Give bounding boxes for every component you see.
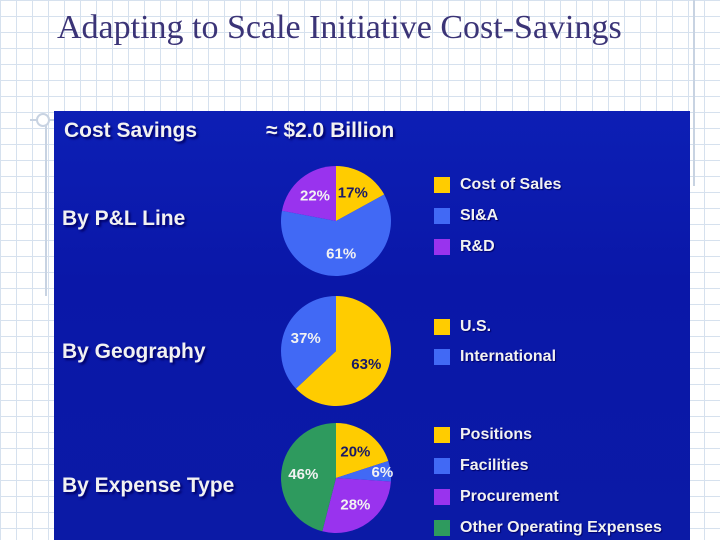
row-label-geography: By Geography — [62, 340, 206, 363]
pie-label-facilities: 6% — [372, 464, 394, 481]
legend-label: SI&A — [460, 207, 499, 224]
legend-label: Cost of Sales — [460, 176, 562, 193]
pie-slice-procurement — [322, 478, 391, 533]
row-label-expense-type: By Expense Type — [62, 474, 235, 497]
legend-swatch — [434, 349, 450, 365]
slide-title: Adapting to Scale Initiative Cost-Saving… — [57, 9, 622, 46]
panel-header-right: ≈ $2.0 Billion — [266, 119, 395, 142]
pie-slice-cost-of-sales — [336, 166, 385, 221]
legend-item-r-d: R&D — [434, 237, 495, 257]
panel-header-left: Cost Savings — [64, 119, 198, 142]
legend-label: R&D — [460, 238, 495, 255]
chart-panel: Cost Savings ≈ $2.0 Billion By P&L Line … — [54, 111, 690, 540]
pie-chart-geography: 63% 37% — [281, 296, 392, 406]
legend-swatch — [434, 208, 450, 224]
legend-item-other-operating-expenses: Other Operating Expenses — [434, 518, 662, 538]
legend-swatch — [434, 319, 450, 335]
legend-item-international: International — [434, 347, 556, 367]
legend-swatch — [434, 458, 450, 474]
pie-chart-pl-line: 17% 61% 22% — [280, 166, 391, 276]
legend-item-cost-of-sales: Cost of Sales — [434, 175, 561, 195]
pie-label-r-d: 22% — [300, 188, 330, 205]
pie-slice-r-d — [281, 166, 336, 221]
legend-label: International — [460, 348, 557, 365]
pie-label-si-a: 61% — [326, 246, 356, 263]
right-divider — [693, 0, 695, 186]
pie-label-international: 37% — [291, 330, 321, 347]
legend-item-facilities: Facilities — [434, 456, 528, 476]
legend-item-positions: Positions — [434, 425, 532, 445]
pie-label-other-operating-expenses: 46% — [288, 466, 318, 483]
pie-label-positions: 20% — [340, 443, 370, 460]
left-divider — [45, 118, 47, 296]
legend-swatch — [434, 520, 450, 536]
pie-slice-other-operating-expenses — [281, 423, 336, 532]
legend-item-si-a: SI&A — [434, 206, 498, 226]
legend-item-u-s: U.S. — [434, 317, 491, 337]
legend-label: Positions — [460, 426, 533, 443]
legend-label: Facilities — [460, 457, 529, 474]
legend-swatch — [434, 177, 450, 193]
pie-slice-facilities — [336, 461, 391, 482]
legend-item-procurement: Procurement — [434, 487, 559, 507]
legend-label: Procurement — [460, 488, 559, 505]
pie-chart-expense-type: 20%6%28% 46% — [281, 423, 394, 533]
pie-slice-si-a — [280, 194, 391, 276]
pie-label-procurement: 28% — [340, 497, 370, 514]
legend-label: Other Operating Expenses — [460, 519, 662, 536]
legend-swatch — [434, 489, 450, 505]
row-label-pl-line: By P&L Line — [62, 207, 186, 230]
pie-slice-positions — [336, 423, 389, 478]
legend-swatch — [434, 427, 450, 443]
legend-swatch — [434, 239, 450, 255]
pie-label-u-s: 63% — [351, 356, 381, 373]
pie-label-cost-of-sales: 17% — [338, 185, 368, 202]
pie-slice-u-s — [295, 296, 392, 406]
pie-slice-international — [281, 296, 336, 389]
legend-label: U.S. — [460, 318, 492, 335]
bullet-marker — [36, 113, 50, 127]
